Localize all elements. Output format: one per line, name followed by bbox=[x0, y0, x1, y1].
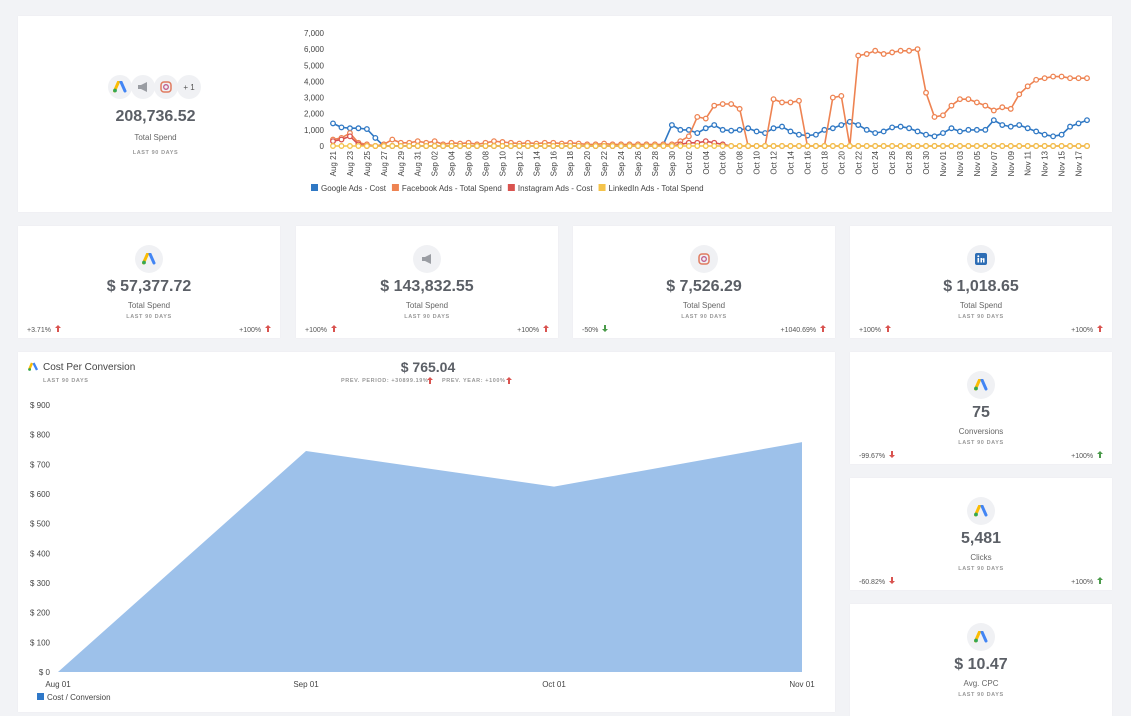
megaphone-icon bbox=[138, 82, 147, 92]
up-arrow bbox=[506, 377, 512, 384]
change-text: +100% bbox=[859, 327, 881, 334]
source-icon bbox=[108, 75, 132, 99]
change-text: -50% bbox=[582, 327, 599, 334]
card-period: LAST 90 DAYS bbox=[126, 314, 172, 320]
up-arrow bbox=[330, 325, 337, 332]
up-arrow bbox=[265, 325, 271, 332]
card-period: LAST 90 DAYS bbox=[681, 314, 727, 320]
card-label: Total Spend bbox=[127, 301, 171, 310]
megaphone-icon bbox=[422, 254, 431, 264]
up-arrow bbox=[1097, 577, 1103, 584]
up-arrow bbox=[1097, 325, 1103, 332]
dashboard: { "summary": {"value": "208,736.52", "la… bbox=[18, 16, 1112, 716]
change-left: +100% bbox=[859, 325, 891, 334]
card-label: Total Spend bbox=[682, 301, 726, 310]
card-period: LAST 90 DAYS bbox=[958, 314, 1004, 320]
up-arrow bbox=[543, 325, 549, 332]
down-arrow bbox=[888, 451, 895, 458]
change-right: +100% bbox=[517, 325, 549, 334]
card-value: $ 1,018.65 bbox=[943, 278, 1019, 295]
cost-value: $ 765.04 bbox=[400, 359, 456, 375]
metric-card: $ 7,526.29 Total Spend LAST 90 DAYS -50% +1… bbox=[573, 226, 835, 338]
up-arrow bbox=[884, 325, 891, 332]
up-arrow bbox=[427, 377, 433, 384]
change-right: +1040.69% bbox=[780, 325, 826, 334]
cost-title: Cost Per Conversion bbox=[43, 362, 136, 373]
change-text: +100% bbox=[1071, 453, 1094, 460]
change-text: -60.82% bbox=[859, 579, 886, 586]
metric-card: $ 57,377.72 Total Spend LAST 90 DAYS +3.71%… bbox=[18, 226, 280, 338]
google-icon bbox=[974, 505, 988, 517]
down-arrow bbox=[888, 577, 895, 584]
card-period: LAST 90 DAYS bbox=[958, 692, 1004, 698]
card-period: LAST 90 DAYS bbox=[958, 566, 1004, 572]
summary-period: LAST 90 DAYS bbox=[132, 150, 179, 156]
card-label: Conversions bbox=[958, 427, 1004, 436]
cost-panel: Cost Per Conversion LAST 90 DAYS $ 765.0… bbox=[18, 352, 835, 712]
card-label: Total Spend bbox=[405, 301, 449, 310]
change-text: -99.67% bbox=[859, 453, 886, 460]
change-left: -60.82% bbox=[859, 577, 895, 586]
card-label: Avg. CPC bbox=[963, 679, 999, 688]
change-right: +100% bbox=[1071, 451, 1103, 460]
card-icon bbox=[690, 245, 718, 273]
up-arrow bbox=[820, 325, 826, 332]
card-value: 75 bbox=[972, 404, 990, 421]
metric-card: 5,481 Clicks LAST 90 DAYS -60.82% +100% bbox=[850, 478, 1112, 590]
card-value: $ 143,832.55 bbox=[380, 278, 474, 295]
metric-card: 75 Conversions LAST 90 DAYS -99.67% +100% bbox=[850, 352, 1112, 464]
change-left: -50% bbox=[582, 325, 609, 334]
metric-card: $ 10.47 Avg. CPC LAST 90 DAYS bbox=[850, 604, 1112, 716]
card-icon bbox=[967, 497, 995, 525]
card-value: $ 10.47 bbox=[954, 656, 1008, 673]
summary-label: Total Spend bbox=[134, 133, 177, 142]
google-icon bbox=[113, 81, 127, 93]
change-right: +100% bbox=[239, 325, 271, 334]
card-period: LAST 90 DAYS bbox=[404, 314, 450, 320]
card-icon bbox=[135, 245, 163, 273]
card-icon bbox=[967, 245, 995, 273]
change-text: +1040.69% bbox=[780, 327, 817, 334]
cost-prev-year: PREV. YEAR: +100% bbox=[442, 378, 506, 384]
card-icon bbox=[967, 371, 995, 399]
cost-prev-period: PREV. PERIOD: +30899.19% bbox=[341, 378, 429, 384]
card-value: $ 57,377.72 bbox=[106, 278, 192, 295]
change-text: +100% bbox=[239, 327, 262, 334]
change-text: +100% bbox=[517, 327, 540, 334]
change-left: -99.67% bbox=[859, 451, 895, 460]
card-period: LAST 90 DAYS bbox=[958, 440, 1004, 446]
more-sources: + 1 bbox=[177, 75, 201, 99]
google-icon bbox=[142, 253, 156, 265]
google-icon bbox=[974, 379, 988, 391]
change-right: +100% bbox=[1071, 577, 1103, 586]
metric-card: $ 143,832.55 Total Spend LAST 90 DAYS +100%… bbox=[296, 226, 558, 338]
change-text: +100% bbox=[305, 327, 327, 334]
summary-value: 208,736.52 bbox=[115, 108, 196, 125]
up-arrow bbox=[54, 325, 61, 332]
google-icon bbox=[28, 362, 38, 371]
card-value: 5,481 bbox=[960, 530, 1002, 547]
google-icon bbox=[974, 631, 988, 643]
card-label: Clicks bbox=[970, 553, 992, 562]
instagram-icon bbox=[698, 253, 710, 265]
linkedin-icon bbox=[975, 253, 987, 265]
source-icon bbox=[131, 75, 155, 99]
card-label: Total Spend bbox=[959, 301, 1003, 310]
change-right: +100% bbox=[1071, 325, 1103, 334]
change-left: +100% bbox=[305, 325, 337, 334]
source-icon bbox=[154, 75, 178, 99]
change-text: +100% bbox=[1071, 579, 1094, 586]
down-arrow bbox=[602, 325, 609, 332]
change-left: +3.71% bbox=[27, 325, 61, 334]
metric-card: $ 1,018.65 Total Spend LAST 90 DAYS +100% +… bbox=[850, 226, 1112, 338]
card-value: $ 7,526.29 bbox=[666, 278, 742, 295]
card-icon bbox=[967, 623, 995, 651]
card-icon bbox=[413, 245, 441, 273]
change-text: +100% bbox=[1071, 327, 1094, 334]
cost-period: LAST 90 DAYS bbox=[43, 378, 89, 384]
change-text: +3.71% bbox=[27, 327, 51, 334]
up-arrow bbox=[1097, 451, 1103, 458]
instagram-icon bbox=[160, 81, 172, 93]
